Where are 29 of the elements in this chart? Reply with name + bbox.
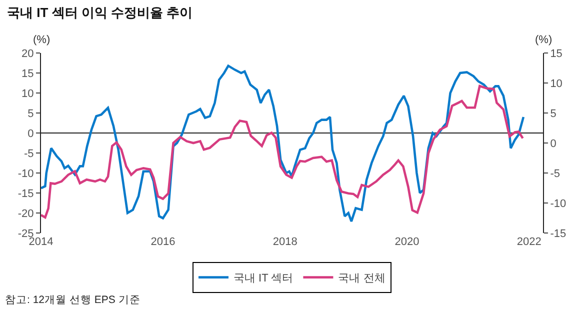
y-axis-title: (%) — [33, 34, 50, 46]
x-tick-label: 2022 — [516, 236, 542, 248]
x-tick-label: 2018 — [272, 236, 298, 248]
line-series — [41, 84, 524, 219]
y-tick-label: 5 — [28, 108, 34, 120]
y-tick-label: -20 — [18, 208, 34, 220]
y-tick-label: 15 — [22, 68, 34, 80]
y2-tick-label: -5 — [550, 168, 560, 180]
x-tick-label: 2016 — [150, 236, 176, 248]
legend-label: 국내 전체 — [338, 272, 386, 285]
y-tick-label: -10 — [18, 168, 34, 180]
y-tick-label: -5 — [24, 148, 34, 160]
y-tick-label: -15 — [18, 188, 34, 200]
y2-tick-label: 5 — [550, 108, 556, 120]
x-tick-label: 2014 — [28, 236, 54, 248]
chart-title: 국내 IT 섹터 이익 수정비율 추이 — [7, 5, 193, 20]
x-tick-label: 2020 — [394, 236, 420, 248]
legend-label: 국내 IT 섹터 — [234, 272, 294, 285]
y2-tick-label: 0 — [550, 138, 556, 150]
y2-tick-label: 10 — [550, 78, 562, 90]
line-series — [41, 64, 525, 223]
y2-tick-label: 15 — [550, 48, 562, 60]
y-tick-label: 20 — [22, 48, 34, 60]
y-tick-label: 10 — [22, 88, 34, 100]
y-tick-label: 0 — [28, 128, 34, 140]
y2-tick-label: -15 — [550, 228, 566, 240]
text: 참고: 12개월 선행 EPS 기준 — [5, 294, 140, 306]
y2-tick-label: -10 — [550, 198, 566, 210]
y2-axis-title: (%) — [535, 34, 552, 46]
